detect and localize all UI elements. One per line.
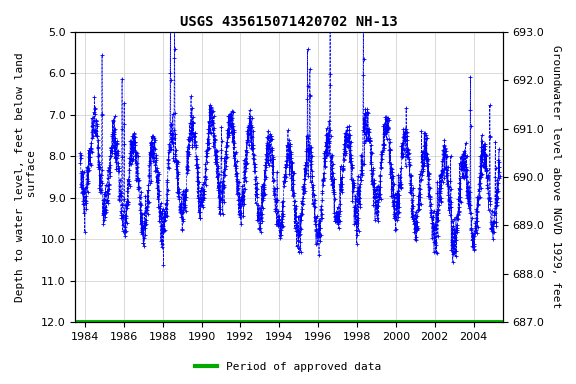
Title: USGS 435615071420702 NH-13: USGS 435615071420702 NH-13 bbox=[180, 15, 398, 29]
Y-axis label: Groundwater level above NGVD 1929, feet: Groundwater level above NGVD 1929, feet bbox=[551, 45, 561, 309]
Legend: Period of approved data: Period of approved data bbox=[191, 358, 385, 377]
Y-axis label: Depth to water level, feet below land
 surface: Depth to water level, feet below land su… bbox=[15, 52, 37, 302]
